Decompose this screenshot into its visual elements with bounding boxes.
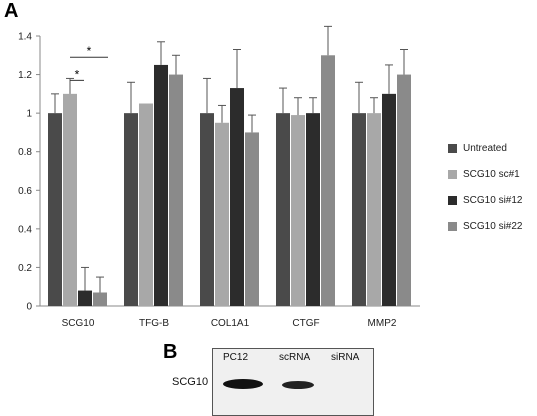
legend-swatch: [448, 169, 457, 179]
y-tick-label-6: 1.2: [18, 70, 32, 81]
legend-label: SCG10 sc#1: [463, 168, 520, 180]
legend-item-3: SCG10 si#22: [448, 216, 522, 236]
legend-swatch: [448, 195, 457, 205]
x-tick-label-4: MMP2: [368, 318, 397, 329]
x-tick-label-2: COL1A1: [211, 318, 250, 329]
bar-mmp2-0: [352, 113, 366, 307]
bar-mmp2-3: [397, 74, 411, 306]
chart-axes: 0 0.2 0.4 0.6 0.8 1 1.2 1.4 SCG10 TFG-B COL1A1 CTGF…: [18, 32, 420, 329]
blot-row-label: SCG10: [172, 376, 209, 388]
legend-swatch: [448, 221, 457, 231]
legend-label: SCG10 si#12: [463, 194, 523, 206]
legend-item-0: Untreated: [448, 138, 522, 158]
y-tick-label-2: 0.4: [18, 224, 32, 235]
chart-annotations: **: [70, 44, 108, 81]
y-tick-label-1: 0.2: [18, 263, 32, 274]
bar-col1a1-2: [230, 88, 244, 306]
panel-a-label: A: [4, 0, 19, 22]
y-tick-label-5: 1: [26, 109, 32, 120]
y-tick-label-0: 0: [26, 302, 32, 313]
blot-band-pc12: [223, 379, 263, 389]
bar-mmp2-1: [367, 113, 381, 307]
blot-band-scrna: [282, 381, 314, 389]
bar-tfg-b-2: [154, 64, 168, 306]
bar-ctgf-1: [291, 115, 305, 306]
legend-item-2: SCG10 si#12: [448, 190, 522, 210]
significance-star-1: *: [87, 44, 92, 58]
chart-legend: Untreated SCG10 sc#1 SCG10 si#12 SCG10 si#2…: [448, 138, 522, 242]
y-tick-label-7: 1.4: [18, 32, 32, 43]
bar-col1a1-1: [215, 122, 229, 307]
significance-star-2: *: [75, 67, 80, 81]
bar-scg10-0: [48, 113, 62, 307]
y-tick-label-3: 0.6: [18, 186, 32, 197]
bar-tfg-b-0: [124, 113, 138, 307]
bar-tfg-b-1: [139, 103, 153, 306]
chart-bars: [48, 25, 411, 307]
x-tick-label-0: SCG10: [62, 318, 95, 329]
bar-tfg-b-3: [169, 74, 183, 306]
bar-col1a1-0: [200, 113, 214, 307]
panel-b-label: B: [163, 341, 178, 363]
bar-scg10-3: [93, 292, 107, 306]
blot-lane-label-2: siRNA: [331, 352, 360, 363]
x-tick-label-3: CTGF: [292, 318, 319, 329]
x-tick-label-1: TFG-B: [139, 318, 169, 329]
bar-scg10-1: [63, 93, 77, 306]
y-tick-label-4: 0.8: [18, 147, 32, 158]
blot-lane-label-0: PC12: [223, 352, 249, 363]
legend-label: SCG10 si#22: [463, 220, 523, 232]
legend-label: Untreated: [463, 142, 507, 154]
blot-lane-label-1: scRNA: [279, 352, 311, 363]
bar-ctgf-3: [321, 55, 335, 307]
legend-item-1: SCG10 sc#1: [448, 164, 522, 184]
bar-ctgf-0: [276, 113, 290, 307]
legend-swatch: [448, 143, 457, 153]
bar-ctgf-2: [306, 113, 320, 307]
bar-col1a1-3: [245, 132, 259, 306]
bar-scg10-2: [78, 290, 92, 306]
western-blot: PC12 scRNA siRNA: [212, 348, 374, 416]
bar-mmp2-2: [382, 93, 396, 306]
